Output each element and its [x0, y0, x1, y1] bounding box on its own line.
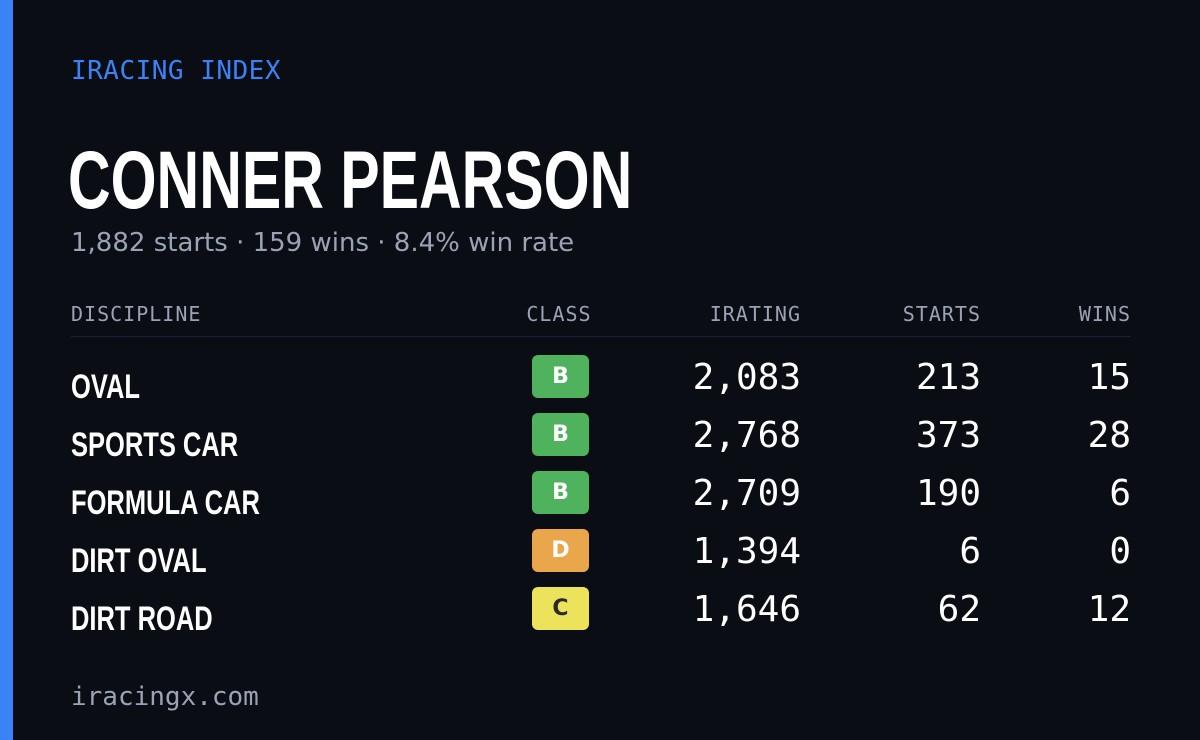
irating-value: 1,646 [692, 589, 801, 630]
driver-summary: 1,882 starts · 159 wins · 8.4% win rate [71, 228, 575, 258]
discipline-name: FORMULA CAR [71, 484, 260, 522]
irating-value: 2,709 [692, 473, 801, 514]
class-badge: C [532, 587, 589, 630]
table-row: SPORTS CAR B 2,768 373 28 [71, 411, 1131, 469]
discipline-name: OVAL [71, 368, 140, 406]
discipline-name: DIRT ROAD [71, 600, 213, 638]
starts-value: 373 [915, 415, 981, 456]
wins-value: 12 [1087, 589, 1131, 630]
class-badge: B [532, 471, 589, 514]
table-row: DIRT ROAD C 1,646 62 12 [71, 585, 1131, 643]
table-row: FORMULA CAR B 2,709 190 6 [71, 469, 1131, 527]
table-header: DISCIPLINE CLASS IRATING STARTS WINS [71, 296, 1131, 337]
header-starts: STARTS [902, 302, 981, 326]
footer-site-link[interactable]: iracingx.com [71, 682, 259, 712]
starts-value: 213 [915, 357, 981, 398]
discipline-name: DIRT OVAL [71, 542, 207, 580]
header-class: CLASS [526, 302, 592, 326]
starts-value: 6 [959, 531, 981, 572]
wins-value: 15 [1087, 357, 1131, 398]
driver-name: CONNER PEARSON [68, 135, 633, 226]
irating-value: 2,768 [692, 415, 801, 456]
starts-value: 62 [937, 589, 981, 630]
wins-value: 6 [1109, 473, 1131, 514]
irating-value: 1,394 [692, 531, 801, 572]
table-row: DIRT OVAL D 1,394 6 0 [71, 527, 1131, 585]
stats-table: DISCIPLINE CLASS IRATING STARTS WINS OVA… [71, 296, 1131, 643]
class-badge: B [532, 355, 589, 398]
accent-bar [0, 0, 13, 740]
class-badge: B [532, 413, 589, 456]
irating-value: 2,083 [692, 357, 801, 398]
class-badge: D [532, 529, 589, 572]
discipline-name: SPORTS CAR [71, 426, 239, 464]
header-discipline: DISCIPLINE [71, 302, 202, 326]
wins-value: 28 [1087, 415, 1131, 456]
table-body: OVAL B 2,083 213 15 SPORTS CAR B 2,768 3… [71, 337, 1131, 643]
starts-value: 190 [915, 473, 981, 514]
wins-value: 0 [1109, 531, 1131, 572]
brand-label: IRACING INDEX [71, 56, 281, 86]
table-row: OVAL B 2,083 213 15 [71, 353, 1131, 411]
header-wins: WINS [1078, 302, 1131, 326]
header-irating: IRATING [709, 302, 801, 326]
